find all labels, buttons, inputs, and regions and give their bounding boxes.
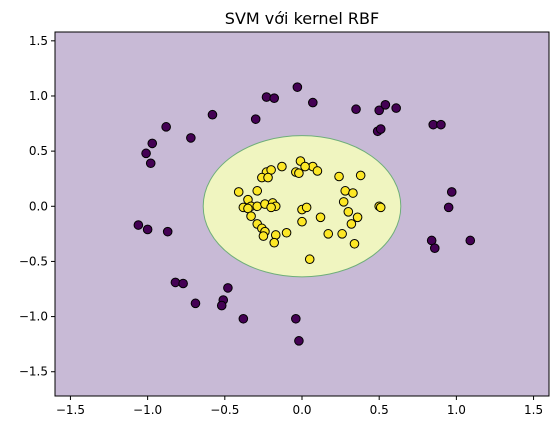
scatter-point-class-1	[315, 212, 326, 223]
scatter-point-class-1	[338, 197, 349, 207]
scatter-point-class-1	[375, 202, 386, 213]
scatter-point-class-1	[300, 161, 310, 172]
scatter-point-class-0	[291, 313, 301, 324]
scatter-point-class-1	[334, 171, 344, 182]
scatter-point-class-0	[178, 278, 188, 289]
scatter-point-class-1	[269, 237, 280, 248]
scatter-point-class-0	[443, 202, 454, 213]
scatter-point-class-1	[246, 211, 256, 222]
chart-title: SVM với kernel RBF	[225, 9, 379, 28]
scatter-point-class-1	[346, 219, 357, 229]
scatter-point-class-0	[261, 92, 272, 102]
scatter-point-class-0	[162, 226, 173, 237]
scatter-point-class-0	[269, 93, 280, 103]
scatter-point-class-1	[252, 186, 263, 196]
scatter-point-class-1	[348, 188, 358, 198]
scatter-point-class-0	[380, 100, 391, 110]
y-tick-label: 0.0	[29, 199, 48, 213]
scatter-point-class-0	[190, 298, 201, 309]
y-axis-ticks: −1.5 −1.0 −0.5 0.0 0.5 1.0 1.5	[19, 34, 55, 379]
scatter-point-class-0	[308, 97, 318, 108]
scatter-point-class-0	[207, 109, 218, 120]
scatter-point-class-1	[352, 212, 363, 223]
x-tick-label: 0.0	[292, 403, 311, 417]
y-tick-label: −1.5	[19, 365, 48, 379]
scatter-point-class-1	[304, 254, 315, 265]
scatter-point-class-0	[292, 82, 303, 92]
scatter-point-class-1	[277, 161, 287, 172]
y-tick-label: 1.0	[29, 89, 48, 103]
x-tick-label: −1.5	[56, 403, 85, 417]
scatter-point-class-1	[343, 206, 354, 217]
scatter-point-class-0	[216, 300, 227, 311]
scatter-point-class-0	[429, 243, 440, 253]
scatter-point-class-1	[258, 231, 269, 241]
scatter-point-class-1	[233, 187, 244, 197]
scatter-point-class-0	[391, 103, 401, 113]
scatter-point-class-1	[323, 229, 334, 239]
x-tick-label: 1.5	[524, 403, 543, 417]
scatter-point-class-1	[270, 230, 281, 240]
scatter-point-class-0	[446, 187, 457, 197]
scatter-point-class-0	[294, 336, 304, 346]
scatter-point-class-0	[147, 138, 158, 149]
plot-frame	[54, 31, 550, 397]
scatter-point-class-0	[170, 277, 181, 288]
scatter-point-class-0	[161, 122, 171, 132]
scatter-point-class-0	[351, 104, 361, 115]
x-tick-label: −1.0	[133, 403, 162, 417]
x-tick-label: 1.0	[447, 403, 466, 417]
scatter-point-class-1	[281, 227, 292, 238]
y-tick-label: 1.5	[29, 34, 48, 48]
scatter-point-class-1	[337, 229, 347, 239]
scatter-point-class-0	[436, 119, 446, 130]
scatter-point-class-1	[355, 170, 366, 181]
scatter-point-class-0	[465, 235, 476, 246]
scatter-point-class-0	[141, 148, 151, 159]
x-tick-label: 0.5	[370, 403, 389, 417]
scatter-point-class-1	[263, 172, 273, 183]
scatter-point-class-1	[349, 238, 360, 249]
scatter-point-class-0	[238, 313, 249, 324]
scatter-point-class-0	[374, 105, 384, 116]
scatter-point-class-1	[294, 168, 304, 178]
x-tick-label: −0.5	[210, 403, 239, 417]
scatter-point-class-0	[186, 133, 196, 143]
x-axis-ticks: −1.5 −1.0 −0.5 0.0 0.5 1.0 1.5	[56, 396, 543, 417]
scatter-point-class-0	[375, 124, 386, 134]
scatter-point-class-1	[301, 202, 312, 213]
scatter-point-class-1	[266, 202, 276, 213]
y-tick-label: −1.0	[19, 310, 48, 324]
scatter-point-class-1	[312, 166, 323, 176]
scatter-point-class-0	[223, 283, 233, 293]
y-tick-label: −0.5	[19, 254, 48, 268]
scatter-point-class-0	[145, 158, 156, 169]
scatter-point-class-0	[250, 114, 261, 124]
scatter-point-class-0	[133, 220, 144, 230]
scatter-point-class-0	[142, 224, 153, 235]
y-tick-label: 0.5	[29, 144, 48, 158]
scatter-point-class-1	[297, 216, 307, 227]
